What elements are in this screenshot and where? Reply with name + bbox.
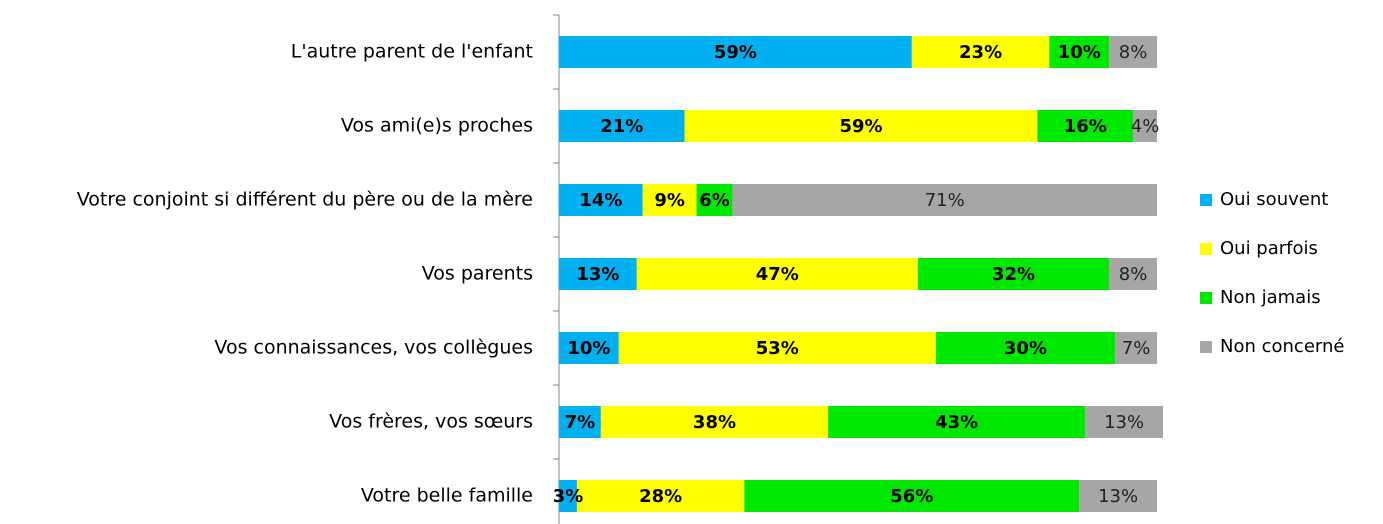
bar-segment [684,110,1038,142]
value-label: 38% [693,412,736,433]
bar-segment [1109,258,1157,290]
value-label: 13% [576,264,619,285]
bar-segment [1133,110,1157,142]
value-label: 47% [756,264,799,285]
bar-segment [828,406,1086,438]
bar-segment [559,184,643,216]
value-label: 23% [959,42,1002,63]
value-label: 32% [992,264,1035,285]
value-label: 53% [756,338,799,359]
value-label: 59% [714,42,757,63]
value-label: 71% [925,190,965,211]
bar-segment [1115,332,1157,364]
bar-segment [1085,406,1163,438]
category-label: Vos parents [422,263,533,285]
bar-segment [911,36,1050,68]
value-label: 16% [1064,116,1107,137]
bar-segment [559,406,601,438]
bar-segment [917,258,1110,290]
legend-swatch [1200,194,1212,206]
value-label: 8% [1119,264,1148,285]
category-label: Votre conjoint si différent du père ou d… [77,189,533,211]
value-label: 59% [839,116,882,137]
value-label: 43% [935,412,978,433]
value-label: 8% [1119,42,1148,63]
bar-segment [618,332,936,364]
bar-segment [636,258,918,290]
category-label: Vos frères, vos sœurs [329,411,533,433]
legend-swatch [1200,243,1212,255]
value-label: 21% [600,116,643,137]
category-label: Votre belle famille [361,485,533,507]
value-label: 7% [565,412,596,433]
bar-segment [732,184,1157,216]
category-label: Vos connaissances, vos collègues [214,337,533,359]
bar-segment [576,480,745,512]
value-label: 13% [1098,486,1138,507]
bar-segment [744,480,1080,512]
value-label: 3% [553,486,584,507]
bar-segment [559,110,685,142]
legend-label: Non concerné [1220,336,1344,357]
bar-segment [1079,480,1157,512]
legend-label: Oui souvent [1220,189,1328,210]
bar-segment [935,332,1116,364]
value-label: 9% [654,190,685,211]
value-label: 14% [579,190,622,211]
bar-segment [1049,36,1110,68]
bar-segment [559,480,577,512]
bar-segment [600,406,829,438]
value-label: 30% [1004,338,1047,359]
value-label: 7% [1122,338,1151,359]
bar-segment [696,184,733,216]
bar-segment [559,36,912,68]
value-label: 10% [1058,42,1101,63]
value-label: 13% [1104,412,1144,433]
value-label: 56% [890,486,933,507]
legend-swatch [1200,341,1212,353]
bar-segment [1037,110,1134,142]
legend-swatch [1200,292,1212,304]
value-label: 6% [699,190,730,211]
bar-segment [559,258,637,290]
category-label: Vos ami(e)s proches [341,115,533,137]
legend-label: Oui parfois [1220,238,1318,259]
bar-segment [559,332,619,364]
category-label: L'autre parent de l'enfant [291,41,533,63]
bar-segment [1109,36,1157,68]
bar-segment [642,184,697,216]
value-label: 10% [567,338,610,359]
value-label: 28% [639,486,682,507]
legend-label: Non jamais [1220,287,1321,308]
value-label: 4% [1131,116,1160,137]
